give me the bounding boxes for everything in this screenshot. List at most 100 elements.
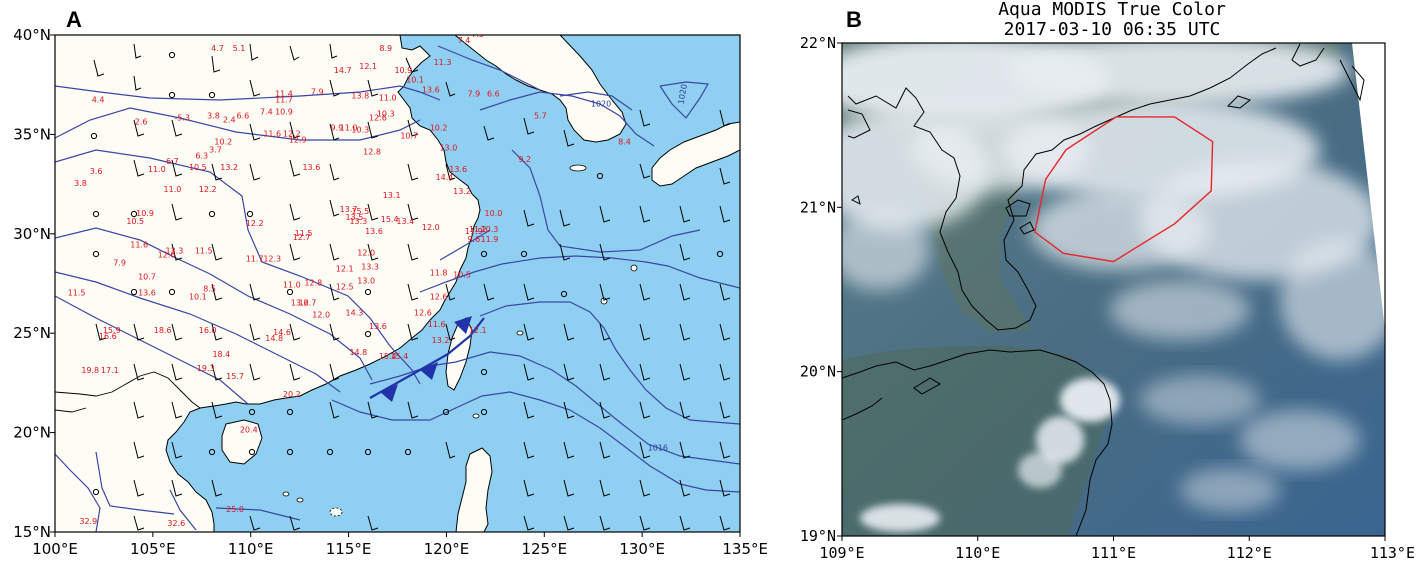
temperature-label: 12.0 (422, 223, 440, 232)
temperature-label: 11.0 (340, 123, 358, 132)
temperature-label: 16.6 (99, 332, 117, 341)
coastlines (842, 43, 1365, 536)
temperature-label: 7.4 (458, 36, 471, 45)
temperature-label: 13.6 (365, 227, 383, 236)
panel-a-frame (54, 34, 741, 533)
temperature-label: 13.8 (351, 92, 369, 101)
temperature-label: 10.9 (275, 108, 293, 117)
temperature-label: 14.8 (349, 348, 367, 357)
temperature-label: 10.5 (189, 163, 207, 172)
temperature-label: 8.4 (618, 137, 631, 146)
temperature-label: 5.7 (534, 111, 547, 120)
temperature-label: 2.6 (135, 117, 148, 126)
temperature-label: 11.5 (68, 288, 86, 297)
temperature-label: 13.6 (291, 298, 309, 307)
temperature-label: 7.9 (467, 90, 480, 99)
lat-tick-label: 15°N (13, 523, 51, 541)
lat-tick-label: 30°N (13, 225, 51, 243)
lon-tick-label: 110°E (955, 544, 1000, 562)
temperature-label: 10.2 (214, 137, 232, 146)
temperature-label: 15.4 (391, 352, 409, 361)
temperature-label: 10.9 (136, 209, 154, 218)
temperature-label: 19.8 (81, 366, 99, 375)
temperature-label: 10.7 (400, 131, 418, 140)
luzon-land (455, 447, 493, 532)
temperature-label: 10.3 (377, 110, 395, 119)
lon-tick-label: 105°E (130, 540, 176, 558)
temperature-label: 10.7 (138, 273, 156, 282)
temperature-label: 13.1 (383, 191, 401, 200)
temperature-label: 2.4 (223, 115, 236, 124)
temperature-label: 10.3 (351, 125, 369, 134)
temperature-label: 9.6 (467, 235, 480, 244)
temperature-label: 13.6 (302, 163, 320, 172)
temperature-label: 3.7 (209, 145, 222, 154)
temperature-label: 11.7 (275, 96, 293, 105)
lon-tick-label: 130°E (619, 540, 665, 558)
temperature-label: 10.2 (430, 123, 448, 132)
temperature-label: 16.0 (199, 326, 217, 335)
temperature-label: 13.5 (346, 213, 364, 222)
temperature-label: 11.5 (195, 247, 213, 256)
temperature-labels: 4.7 5.1 8.97.47.512.114.7 10.911.310.113.61… (68, 35, 631, 528)
temperature-label: 6.3 (195, 151, 208, 160)
temperature-label: 13.0 (357, 277, 375, 286)
temperature-label: 12.0 (312, 310, 330, 319)
panel-b-axes: 109°E 110°E 111°E 112°E 113°E 19°N 20°N 21°N 22°… (800, 34, 1415, 562)
temperature-label: 13.3 (361, 263, 379, 272)
temperature-label: 14.7 (334, 66, 352, 75)
isobar-label: 1016 (648, 443, 668, 452)
lon-tick-label: 110°E (228, 540, 274, 558)
temperature-label: 17.1 (101, 366, 119, 375)
panel-b-title-line2: 2017-03-10 06:35 UTC (1004, 19, 1221, 40)
temperature-label: 13.3 (349, 217, 367, 226)
temperature-label: 18.4 (212, 350, 230, 359)
temperature-label: 4.7 (211, 44, 224, 53)
lon-tick-label: 109°E (819, 544, 864, 562)
temperature-label: 10.5 (126, 217, 144, 226)
lat-tick-label: 21°N (800, 198, 836, 216)
lon-tick-label: 112°E (1227, 544, 1272, 562)
temperature-label: 12.6 (158, 251, 176, 260)
lat-tick-label: 20°N (13, 424, 51, 442)
panel-a-map: 4.7 5.1 8.97.47.512.114.7 10.911.310.113.61… (55, 35, 740, 532)
temperature-label: 12.7 (299, 298, 317, 307)
temperature-label: 6.6 (237, 111, 250, 120)
highlight-region-outline (1034, 116, 1214, 263)
temperature-label: 12.1 (469, 326, 487, 335)
temperature-label: 12.1 (359, 62, 377, 71)
temperature-label: 11.2 (469, 225, 487, 234)
temperature-label: 9.9 (330, 123, 343, 132)
temperature-label: 13.6 (422, 86, 440, 95)
temperature-label: 13.2 (453, 187, 471, 196)
temperature-label: 3.8 (74, 179, 87, 188)
hainan-land (221, 419, 263, 465)
temperature-label: 12.2 (246, 219, 264, 228)
temperature-label: 12.2 (199, 185, 217, 194)
temperature-label: 12.6 (430, 292, 448, 301)
lat-tick-label: 20°N (800, 363, 836, 381)
temperature-label: 7.9 (311, 88, 324, 97)
temperature-label: 11.9 (465, 227, 483, 236)
temperature-label: 11.3 (434, 58, 452, 67)
temperature-label: 15.9 (103, 326, 121, 335)
temperature-label: 13.2 (432, 336, 450, 345)
temperature-label: 7.9 (113, 259, 126, 268)
lon-tick-label: 120°E (424, 540, 470, 558)
temperature-label: 11.8 (430, 269, 448, 278)
cold-front (369, 316, 485, 402)
temperature-label: 12.0 (357, 249, 375, 258)
temperature-label: 13.7 (340, 205, 358, 214)
temperature-label: 13.3 (165, 247, 183, 256)
temperature-label: 32.9 (79, 517, 97, 526)
clouds (842, 43, 1385, 532)
isobar-label: 1020 (677, 83, 689, 105)
temperature-label: 11.9 (481, 235, 499, 244)
temperature-label: 4.4 (92, 96, 105, 105)
temperature-label: 12.7 (293, 233, 311, 242)
temperature-label: 13.0 (439, 143, 457, 152)
temperature-label: 10.5 (453, 271, 471, 280)
temperature-label: 12.8 (304, 278, 322, 287)
temperature-label: 19.3 (197, 364, 215, 373)
temperature-label: 13.6 (138, 288, 156, 297)
